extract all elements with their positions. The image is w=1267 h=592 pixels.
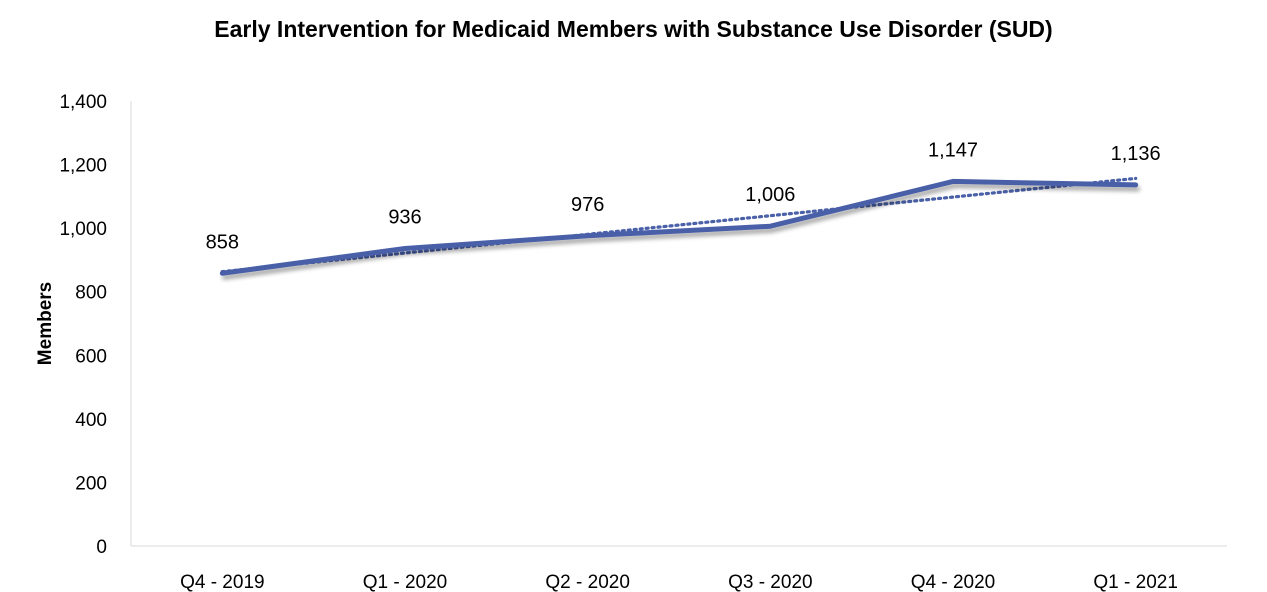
data-label: 1,136 xyxy=(1111,143,1161,165)
x-tick-label: Q2 - 2020 xyxy=(545,572,630,592)
x-tick-label: Q1 - 2020 xyxy=(363,572,448,592)
x-tick-label: Q3 - 2020 xyxy=(728,572,813,592)
trendline xyxy=(220,176,1138,274)
series-line xyxy=(219,178,1139,276)
data-label: 936 xyxy=(388,206,421,228)
y-axis-title: Members xyxy=(35,282,56,365)
chart-title: Early Intervention for Medicaid Members … xyxy=(214,16,1053,42)
y-tick-label: 600 xyxy=(75,346,107,367)
y-tick-label: 800 xyxy=(75,283,107,304)
y-tick-label: 400 xyxy=(75,410,107,431)
y-tick-label: 1,400 xyxy=(59,92,107,113)
x-tick-label: Q4 - 2019 xyxy=(180,572,265,592)
y-tick-label: 0 xyxy=(96,537,107,558)
data-label: 858 xyxy=(206,231,239,253)
y-tick-label: 200 xyxy=(75,473,107,494)
data-label: 976 xyxy=(571,194,604,216)
x-tick-label: Q4 - 2020 xyxy=(911,572,996,592)
data-label: 1,147 xyxy=(928,139,978,161)
x-tick-label: Q1 - 2021 xyxy=(1093,572,1178,592)
data-label: 1,006 xyxy=(745,184,795,206)
y-tick-label: 1,200 xyxy=(59,156,107,177)
y-tick-label: 1,000 xyxy=(59,219,107,240)
